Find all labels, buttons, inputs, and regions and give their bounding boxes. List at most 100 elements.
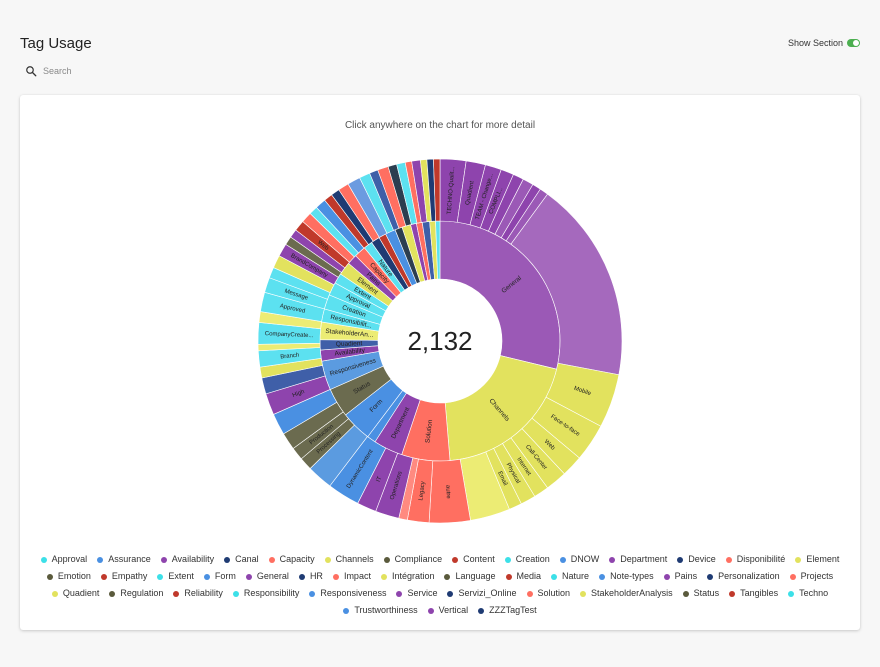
legend-label: Nature [562, 571, 590, 581]
legend-label: Language [455, 571, 496, 581]
legend-label: Personalization [718, 571, 780, 581]
legend-dot [677, 556, 684, 563]
legend-label: HR [309, 571, 323, 581]
legend-label: General [256, 571, 289, 581]
legend-item[interactable]: Empathy [100, 568, 148, 585]
legend-dot [551, 573, 558, 580]
legend-item[interactable]: Pains [663, 568, 697, 585]
legend-item[interactable]: General [245, 568, 289, 585]
legend-item[interactable]: Vertical [427, 602, 468, 619]
legend-item[interactable]: Reliability [173, 585, 223, 602]
legend-item[interactable]: Compliance [383, 551, 443, 568]
legend-item[interactable]: Servizi_Online [447, 585, 517, 602]
legend-label: Trustworthiness [354, 605, 418, 615]
legend-item[interactable]: DNOW [559, 551, 599, 568]
legend-item[interactable]: Note-types [599, 568, 654, 585]
legend-item[interactable]: Channels [324, 551, 374, 568]
legend-item[interactable]: Assurance [97, 551, 151, 568]
legend-item[interactable]: Device [677, 551, 716, 568]
legend-dot [427, 607, 434, 614]
legend-dot [707, 573, 714, 580]
legend-dot [452, 556, 459, 563]
legend-item[interactable]: Regulation [109, 585, 163, 602]
legend-label: ZZZTagTest [489, 605, 537, 615]
legend-item[interactable]: HR [298, 568, 323, 585]
legend-item[interactable]: Media [505, 568, 542, 585]
legend-item[interactable]: Language [444, 568, 496, 585]
legend-item[interactable]: Form [203, 568, 236, 585]
page-title: Tag Usage [20, 35, 92, 52]
search-input[interactable] [43, 66, 203, 76]
legend-label: Impact [343, 571, 371, 581]
legend-item[interactable]: Emotion [46, 568, 91, 585]
legend-label: Element [806, 554, 840, 564]
legend-dot [444, 573, 451, 580]
legend-item[interactable]: Techno [788, 585, 828, 602]
legend-dot [232, 590, 239, 597]
segment-label: IT [376, 475, 384, 483]
legend-dot [725, 556, 732, 563]
legend-item[interactable]: Approval [40, 551, 87, 568]
legend-dot [559, 556, 566, 563]
legend-item[interactable]: Availability [160, 551, 215, 568]
legend-item[interactable]: Status [682, 585, 720, 602]
legend-item[interactable]: Personalization [707, 568, 780, 585]
legend-item[interactable]: Trustworthiness [343, 602, 418, 619]
legend-item[interactable]: StakeholderAnalysis [580, 585, 673, 602]
segment-label: High [292, 389, 306, 399]
toggle-switch[interactable] [847, 39, 860, 47]
legend-item[interactable]: Creation [504, 551, 550, 568]
legend-item[interactable]: ZZZTagTest [478, 602, 537, 619]
legend-dot [447, 590, 454, 597]
legend-item[interactable]: Capacity [268, 551, 315, 568]
chart-hint: Click anywhere on the chart for more det… [344, 120, 536, 131]
legend-item[interactable]: Intégration [380, 568, 435, 585]
segment-label: Quadient [465, 180, 476, 205]
legend-item[interactable]: Extent [157, 568, 194, 585]
legend-label: Empathy [111, 571, 148, 581]
legend-item[interactable]: Projects [789, 568, 833, 585]
legend-dot [380, 573, 387, 580]
legend-item[interactable]: Nature [551, 568, 589, 585]
center-total: 2,132 [407, 326, 472, 356]
legend-label: Techno [799, 588, 829, 598]
segment-label: Mobile [573, 386, 592, 398]
legend-label: Intégration [391, 571, 435, 581]
legend-item[interactable]: Responsibility [232, 585, 300, 602]
legend-item[interactable]: Service [396, 585, 437, 602]
legend-item[interactable]: Content [452, 551, 495, 568]
legend-dot [599, 573, 606, 580]
legend-label: Responsibility [243, 588, 300, 598]
legend-item[interactable]: Quadient [51, 585, 99, 602]
segment-label: TECHNO-Qualit... [447, 166, 456, 215]
legend-dot [478, 607, 485, 614]
sunburst-chart[interactable]: GeneralChannelsSolutionDepartmentFormSta… [20, 95, 860, 535]
legend-dot [51, 590, 58, 597]
segment-label: Branch [280, 353, 300, 361]
legend-item[interactable]: Responsiveness [309, 585, 386, 602]
legend-label: Status [693, 588, 720, 598]
legend-dot [100, 573, 107, 580]
legend-label: Service [407, 588, 438, 598]
legend-item[interactable]: Element [795, 551, 839, 568]
legend-item[interactable]: Impact [332, 568, 371, 585]
chart-legend: Approval Assurance Availability Canal Capaci… [35, 551, 845, 619]
toggle-label: Show Section [787, 38, 843, 48]
legend-item[interactable]: Tangibles [729, 585, 778, 602]
legend-dot [343, 607, 350, 614]
legend-label: Media [516, 571, 542, 581]
legend-dot [682, 590, 689, 597]
legend-label: Compliance [394, 554, 443, 564]
legend-dot [795, 556, 802, 563]
legend-label: Availability [171, 554, 215, 564]
segment-label: Email [496, 471, 508, 487]
legend-item[interactable]: Department [609, 551, 667, 568]
search-bar[interactable] [25, 65, 203, 77]
segment-label: Quadient [336, 340, 363, 348]
legend-item[interactable]: Solution [526, 585, 570, 602]
legend-item[interactable]: Canal [224, 551, 259, 568]
show-section-toggle[interactable]: Show Section [788, 38, 860, 48]
legend-label: Creation [515, 554, 550, 564]
sunburst-segment[interactable] [433, 158, 441, 222]
legend-item[interactable]: Disponibilité [725, 551, 785, 568]
